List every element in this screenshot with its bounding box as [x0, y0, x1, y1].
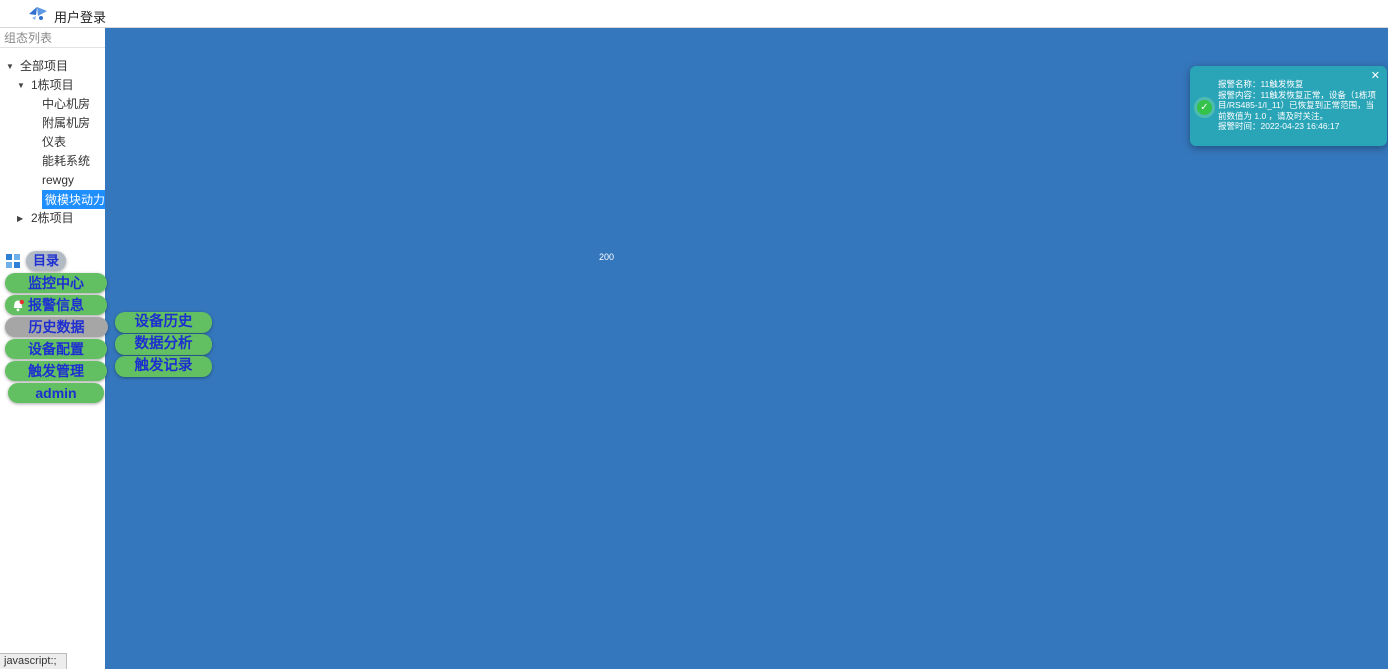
- alert-name-line: 报警名称：11触发恢复: [1218, 79, 1304, 89]
- tree-item[interactable]: ▶ 2栋项目: [0, 209, 105, 228]
- tree-arrow-icon[interactable]: ▶: [17, 214, 24, 223]
- menu-item[interactable]: 报警信息: [5, 295, 107, 315]
- menu-item[interactable]: admin: [8, 383, 104, 403]
- tree-item[interactable]: ▼ 全部项目: [0, 57, 105, 76]
- tree-item[interactable]: 能耗系统: [0, 152, 105, 171]
- tree-item[interactable]: 仪表: [0, 133, 105, 152]
- tree-item[interactable]: ▼ 1栋项目: [0, 76, 105, 95]
- close-icon[interactable]: ✕: [1370, 70, 1380, 82]
- alarm-notification-popup: ✕ ✓ 报警名称：11触发恢复 报警内容：11触发恢复正常，设备（1栋项目/RS…: [1190, 66, 1387, 146]
- menu-item[interactable]: 目录: [26, 251, 66, 271]
- alert-time-line: 报警时间：2022-04-23 16:46:17: [1218, 121, 1340, 131]
- statusbar-text: javascript:;: [4, 655, 57, 667]
- sidebar-header: 组态列表: [0, 29, 105, 48]
- tree-item-label: rewgy: [42, 173, 75, 187]
- tree-item-label: 1栋项目: [31, 78, 74, 92]
- tree-item[interactable]: 附属机房: [0, 114, 105, 133]
- tree-arrow-icon[interactable]: ▼: [6, 62, 14, 71]
- tree-item-label: 仪表: [42, 135, 67, 149]
- tree-item-label: 微模块动力环境: [42, 190, 105, 209]
- menu-item[interactable]: 触发管理: [5, 361, 107, 381]
- menu-item[interactable]: 历史数据: [5, 317, 108, 337]
- bell-icon: [11, 298, 25, 318]
- history-submenu: 设备历史 数据分析 触发记录: [115, 312, 212, 378]
- main-canvas: [105, 28, 1388, 669]
- tree-item[interactable]: 微模块动力环境: [0, 190, 105, 209]
- tree-item-label: 2栋项目: [31, 211, 74, 225]
- tree-item-label: 附属机房: [42, 116, 91, 130]
- tree-item[interactable]: 中心机房: [0, 95, 105, 114]
- top-bar: 用户登录: [0, 0, 1388, 28]
- grid-icon: [5, 253, 21, 269]
- check-icon: ✓: [1197, 100, 1212, 115]
- menu-item[interactable]: 监控中心: [5, 273, 107, 293]
- login-link[interactable]: 用户登录: [54, 10, 107, 25]
- submenu-item[interactable]: 设备历史: [115, 312, 212, 333]
- map-scale-label: 200: [599, 252, 615, 262]
- app-logo-icon: [28, 5, 48, 27]
- alert-content-line: 报警内容：11触发恢复正常，设备（1栋项目/RS485-1/I_11）已恢复到正…: [1218, 89, 1377, 121]
- submenu-item[interactable]: 数据分析: [115, 334, 212, 355]
- status-bar: javascript:;: [0, 653, 67, 669]
- submenu-item[interactable]: 触发记录: [115, 356, 212, 377]
- tree-arrow-icon[interactable]: ▼: [17, 81, 25, 90]
- tree-item-label: 全部项目: [20, 59, 69, 73]
- main-menu: 目录 监控中心 报警信息 历史数据 设备配置 触发管理 admin: [5, 251, 115, 405]
- tree-item-label: 中心机房: [42, 97, 91, 111]
- tree-item[interactable]: rewgy: [0, 171, 105, 190]
- tree-item-label: 能耗系统: [42, 154, 91, 168]
- menu-item[interactable]: 设备配置: [5, 339, 107, 359]
